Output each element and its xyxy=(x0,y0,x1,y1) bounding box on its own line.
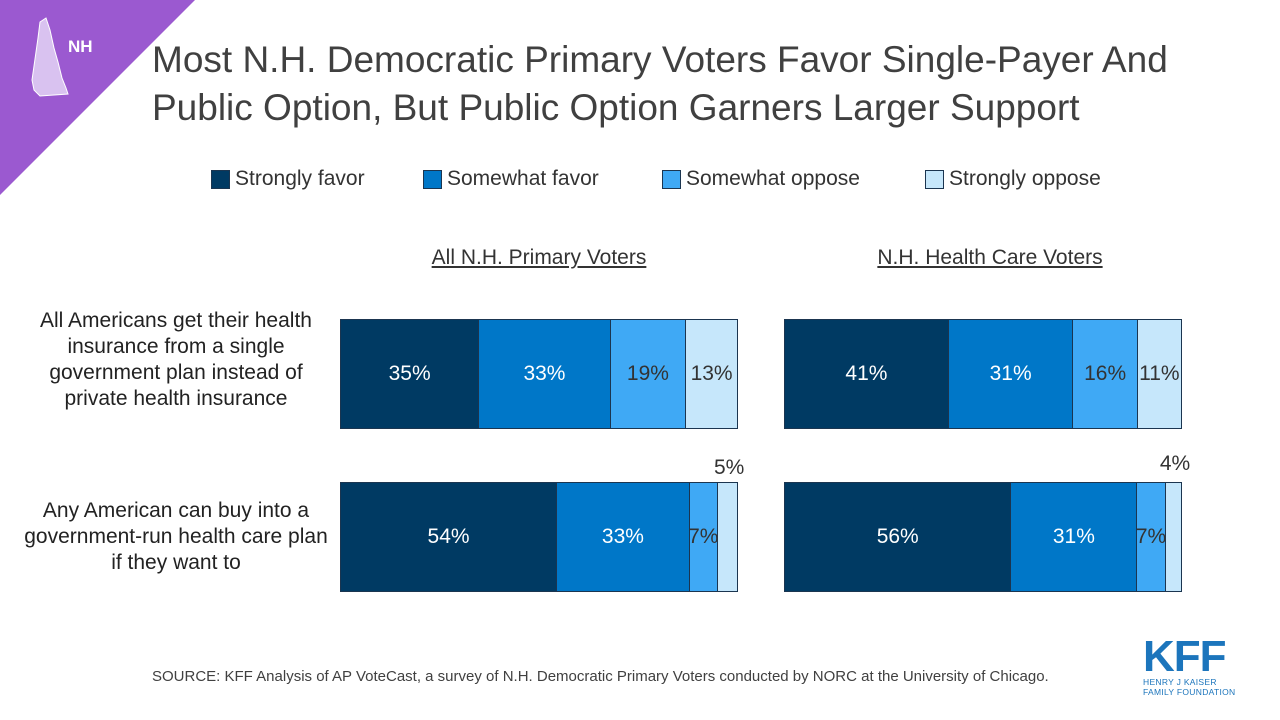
bar-value-label: 13% xyxy=(690,362,733,385)
legend-label: Strongly oppose xyxy=(949,167,1101,190)
logo-line-1: HENRY J KAISER xyxy=(1143,677,1217,687)
legend-swatch xyxy=(423,169,442,189)
legend-item-somewhat-favor: Somewhat favor xyxy=(423,166,599,192)
panel-title-all-voters: All N.H. Primary Voters xyxy=(431,246,647,269)
badge-text: NH xyxy=(68,37,93,56)
bar-value-label: 11% xyxy=(1139,362,1180,385)
stacked-bar: 54% 33% 7% xyxy=(340,482,738,592)
stacked-bar: 41% 31% 16% 11% xyxy=(784,319,1182,429)
bar-segment-somewhat-favor: 31% xyxy=(948,319,1074,429)
source-note: SOURCE: KFF Analysis of AP VoteCast, a s… xyxy=(152,668,1049,685)
new-hampshire-state-icon xyxy=(31,17,69,97)
bar-value-label: 7% xyxy=(1135,525,1167,548)
bar-segment-somewhat-oppose: 7% xyxy=(1135,482,1167,592)
bar-segment-somewhat-oppose: 16% xyxy=(1073,319,1138,429)
page-title: Most N.H. Democratic Primary Voters Favo… xyxy=(152,39,1168,128)
bar-segment-strongly-oppose xyxy=(1165,482,1182,592)
bar-value-label: 33% xyxy=(523,362,566,385)
bar-value-label: 4% xyxy=(1159,452,1191,475)
legend-swatch xyxy=(662,169,681,189)
legend-label: Somewhat oppose xyxy=(686,167,860,190)
stacked-bar: 35% 33% 19% 13% xyxy=(340,319,738,429)
legend-swatch xyxy=(211,169,230,189)
row-label-public-option: Any American can buy into a government-r… xyxy=(24,499,328,574)
logo-wordmark: KFF xyxy=(1143,632,1227,681)
row-label-single-payer: All Americans get their health insurance… xyxy=(40,309,312,410)
bar-value-label: 31% xyxy=(989,362,1032,385)
bar-value-label: 56% xyxy=(876,525,919,548)
bar-segment-strongly-oppose xyxy=(717,482,738,592)
bar-segment-somewhat-oppose: 19% xyxy=(610,319,687,429)
legend-swatch xyxy=(925,169,944,189)
chart-legend: Strongly favor Somewhat favor Somewhat o… xyxy=(0,166,1280,192)
bar-value-label: 7% xyxy=(688,525,719,548)
bar-segment-strongly-favor: 35% xyxy=(340,319,480,429)
bar-value-label: 41% xyxy=(845,362,888,385)
bar-value-label: 16% xyxy=(1084,362,1127,385)
legend-item-somewhat-oppose: Somewhat oppose xyxy=(662,166,860,192)
bar-segment-somewhat-favor: 33% xyxy=(479,319,611,429)
bar-segment-somewhat-favor: 31% xyxy=(1011,482,1138,592)
bar-value-label: 5% xyxy=(713,456,745,479)
bar-value-label: 35% xyxy=(388,362,431,385)
legend-item-strongly-oppose: Strongly oppose xyxy=(925,166,1101,192)
logo-line-2: FAMILY FOUNDATION xyxy=(1143,687,1236,697)
stacked-bar: 56% 31% 7% xyxy=(784,482,1182,592)
legend-item-strongly-favor: Strongly favor xyxy=(211,166,365,192)
bar-segment-strongly-favor: 41% xyxy=(784,319,949,429)
bar-value-label: 31% xyxy=(1052,525,1095,548)
panel-title-health-care-voters: N.H. Health Care Voters xyxy=(877,246,1103,269)
legend-label: Strongly favor xyxy=(235,167,365,190)
legend-label: Somewhat favor xyxy=(447,167,599,190)
bar-segment-strongly-favor: 56% xyxy=(784,482,1012,592)
bar-segment-strongly-oppose: 13% xyxy=(686,319,738,429)
kff-logo: KFF HENRY J KAISER FAMILY FOUNDATION xyxy=(1143,632,1243,698)
bar-segment-strongly-oppose: 11% xyxy=(1137,319,1182,429)
bar-value-label: 19% xyxy=(626,362,669,385)
bar-segment-strongly-favor: 54% xyxy=(340,482,558,592)
bar-value-label: 54% xyxy=(427,525,470,548)
bar-segment-somewhat-oppose: 7% xyxy=(688,482,719,592)
nh-corner-badge: NH xyxy=(0,0,195,195)
bar-segment-somewhat-favor: 33% xyxy=(557,482,690,592)
bar-value-label: 33% xyxy=(601,525,644,548)
